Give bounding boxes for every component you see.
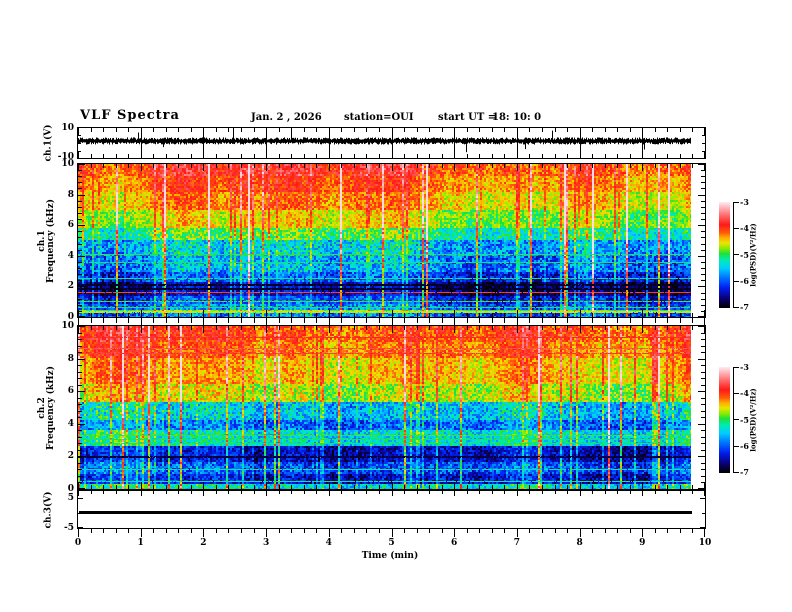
ch1-voltage-axis-label: ch.1(V) [43, 124, 54, 162]
ch1-waveform-plot [77, 127, 706, 159]
time-axis-ticks [78, 529, 705, 538]
figure-title: VLF Spectra [80, 108, 180, 123]
colorbar1-tick-label: -6 [740, 276, 749, 286]
time-axis-title: Time (min) [361, 551, 419, 561]
ch3-waveform-plot [77, 490, 706, 529]
time-tick-label: 8 [576, 538, 583, 548]
spec2-freq-tick-label: 4 [67, 419, 74, 429]
spec2-freq-tick-label: 10 [61, 321, 74, 331]
ch3-ytick-top: 5 [67, 493, 74, 503]
colorbar2-tick-label: -7 [740, 467, 749, 477]
time-tick-label: 2 [200, 538, 207, 548]
time-tick-label: 1 [137, 538, 144, 548]
ch1-spectrogram-plot [77, 163, 706, 318]
spec2-freq-tick-label: 6 [67, 386, 74, 396]
wave-ytick-bottom: -10 [57, 152, 74, 162]
spec1-freq-tick-label: 4 [67, 251, 74, 261]
colorbar1-tick-label: -3 [740, 197, 749, 207]
colorbar-ch2 [719, 366, 741, 474]
time-tick-label: 9 [639, 538, 646, 548]
ch2-spectrogram-plot [77, 325, 706, 490]
figure-start-ut-value: 18: 10: 0 [492, 112, 542, 123]
time-tick-label: 10 [698, 538, 712, 548]
spec1-freq-tick-label: 6 [67, 220, 74, 230]
colorbar2-tick-label: -5 [740, 415, 749, 425]
colorbar2-tick-label: -6 [740, 441, 749, 451]
colorbar1-tick-label: -4 [740, 223, 749, 233]
spec2-freq-tick-label: 8 [67, 354, 74, 364]
spec2-freq-tick-label: 2 [67, 451, 74, 461]
colorbar2-tick-label: -4 [740, 388, 749, 398]
spec2-freq-tick-label: 0 [67, 484, 74, 494]
time-tick-label: 6 [451, 538, 458, 548]
figure-start-ut-label: start UT = [438, 112, 497, 123]
time-tick-label: 3 [262, 538, 270, 548]
ch1-frequency-axis-label: ch.1 Frequency (kHz) [37, 198, 56, 284]
spec1-freq-tick-label: 8 [67, 190, 74, 200]
spec1-freq-tick-label: 0 [67, 312, 74, 322]
spec1-freq-tick-label: 2 [67, 281, 74, 291]
time-tick-label: 4 [325, 538, 332, 548]
colorbar1-tick-label: -5 [740, 250, 749, 260]
colorbar1-tick-label: -7 [740, 302, 749, 312]
spec1-freq-tick-label: 10 [61, 159, 74, 169]
spec1-bottom-axis-ticks [78, 318, 705, 325]
ch2-frequency-axis-label: ch.2 Frequency (kHz) [37, 365, 56, 451]
figure-date: Jan. 2 , 2026 [251, 112, 322, 123]
colorbar-ch1 [719, 201, 741, 309]
wave-ytick-top: 10 [61, 123, 74, 133]
time-tick-label: 0 [74, 538, 82, 548]
colorbar2-tick-label: -3 [740, 362, 749, 372]
time-tick-label: 5 [388, 538, 395, 548]
ch3-voltage-axis-label: ch.3(V) [43, 491, 54, 529]
figure-station: station=OUI [344, 112, 414, 123]
ch3-ytick-bottom: -5 [64, 523, 74, 533]
time-tick-label: 7 [513, 538, 521, 548]
